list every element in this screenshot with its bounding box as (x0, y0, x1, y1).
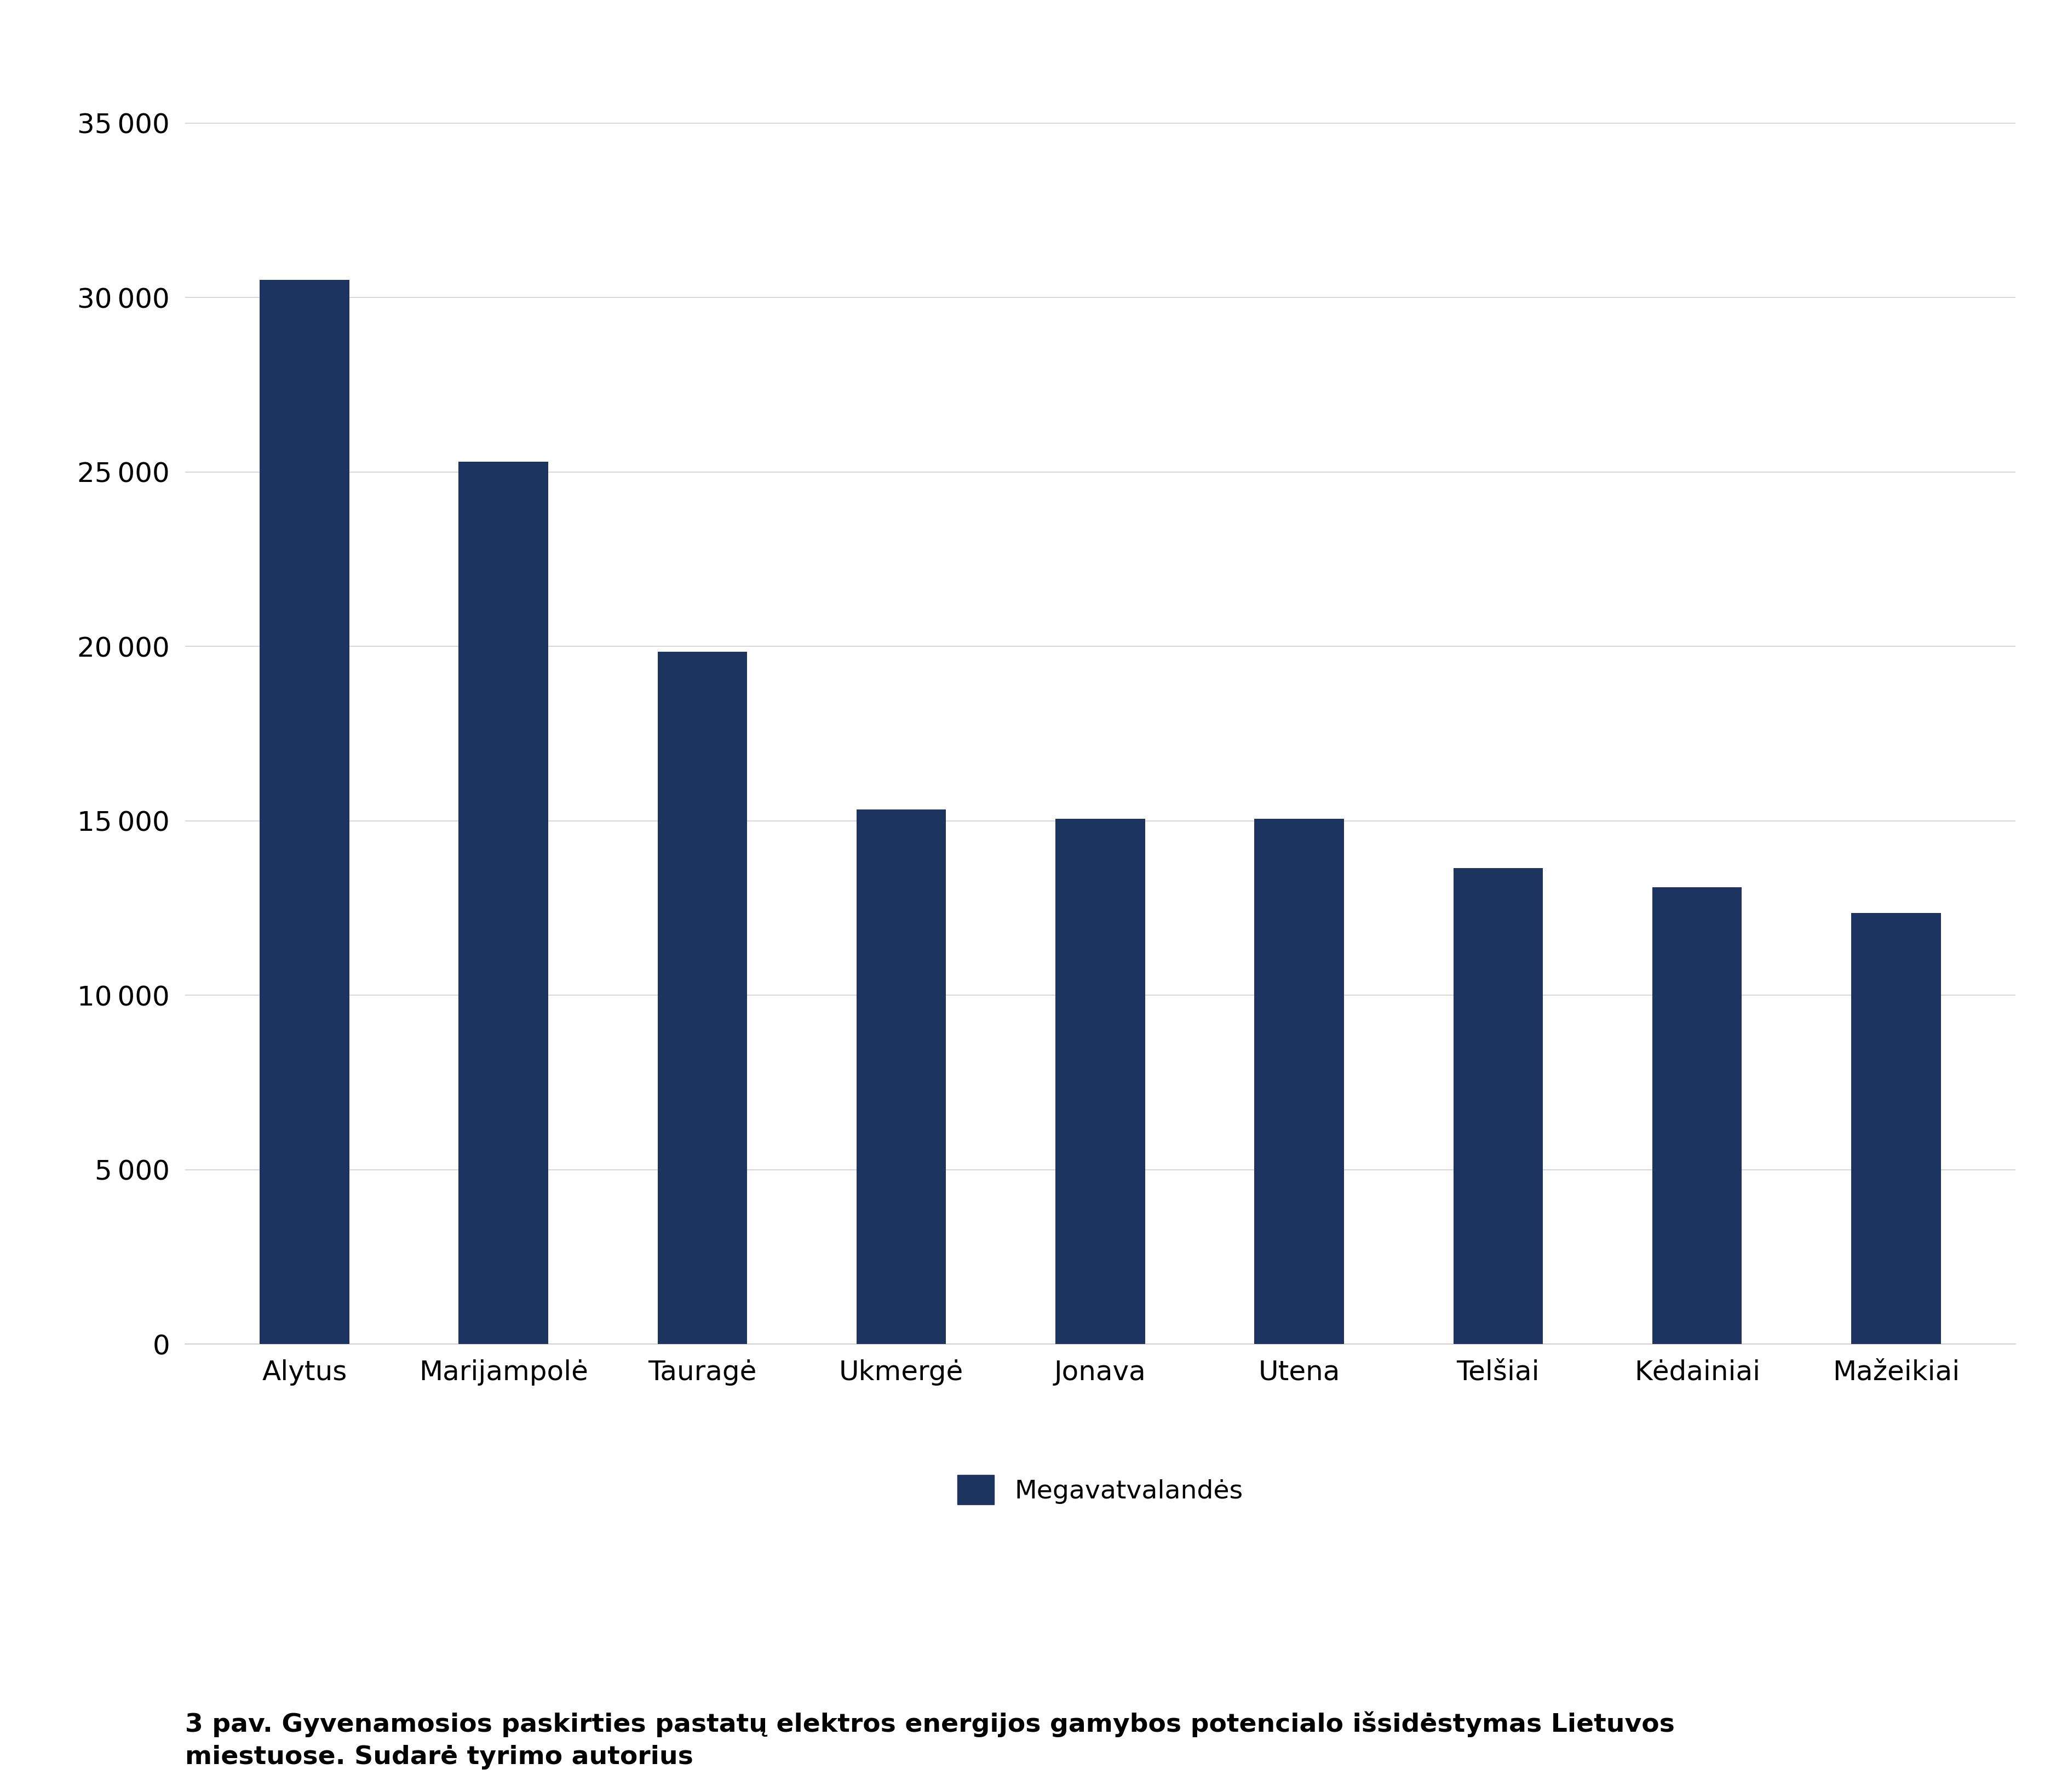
Bar (458, 461, 549, 1344)
Bar (1055, 819, 1145, 1344)
Bar (1254, 819, 1345, 1344)
Bar (658, 652, 746, 1344)
Legend: Megavatvalandės: Megavatvalandės (958, 1475, 1242, 1505)
Text: 3 pav. Gyvenamosios paskirties pastatų elektros energijos gamybos potencialo išs: 3 pav. Gyvenamosios paskirties pastatų e… (185, 1711, 1674, 1770)
Bar (1454, 867, 1542, 1344)
Bar (259, 280, 350, 1344)
Bar (1651, 887, 1741, 1344)
Bar (855, 810, 946, 1344)
Bar (1850, 914, 1941, 1344)
